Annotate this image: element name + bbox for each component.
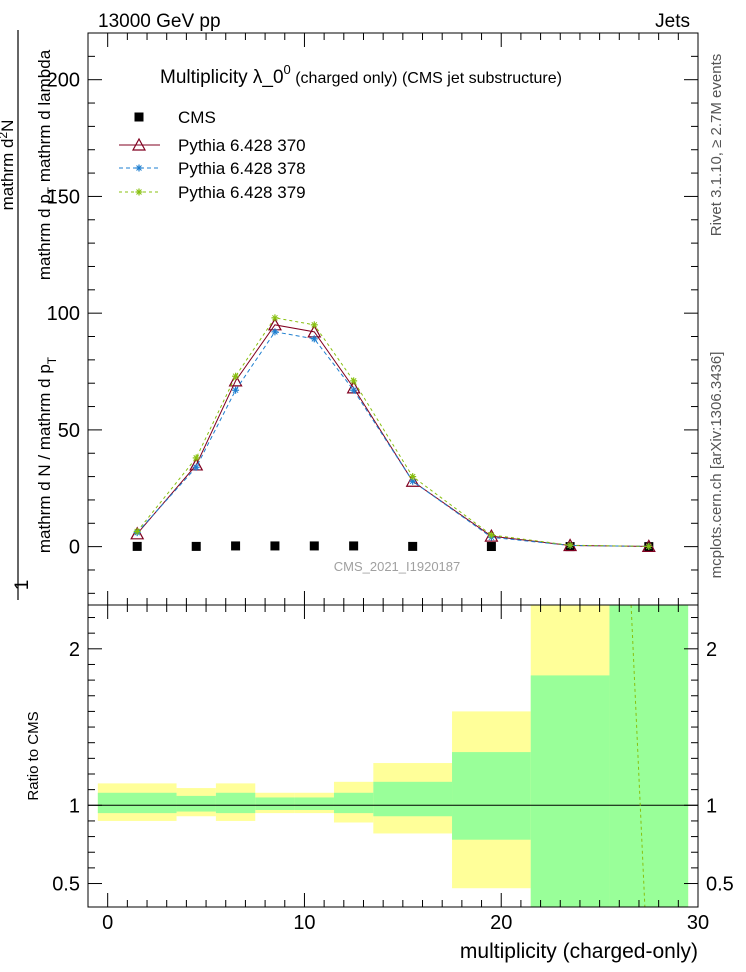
series-line bbox=[136, 317, 649, 547]
star-point bbox=[271, 314, 279, 322]
star-point bbox=[566, 541, 574, 549]
star-point bbox=[310, 321, 318, 329]
y-label-one: 1 bbox=[12, 580, 33, 591]
cms-data-point bbox=[349, 541, 359, 551]
legend-marker bbox=[131, 137, 147, 151]
ratio-y-tick-label-right: 0.5 bbox=[706, 874, 734, 896]
series-dotted-star bbox=[133, 314, 653, 550]
ratio-inner-band bbox=[373, 781, 453, 817]
star-point bbox=[409, 473, 417, 481]
star-point bbox=[350, 377, 358, 385]
y-label-denominator-right: mathrm d pT mathrm d lambda bbox=[35, 49, 59, 280]
star-point bbox=[310, 335, 318, 343]
legend-item: CMS bbox=[134, 108, 216, 127]
legend-item: Pythia 6.428 370 bbox=[119, 136, 306, 155]
legend: CMS Pythia 6.428 370 Pythia 6.428 378 Pythi… bbox=[119, 108, 306, 202]
watermark: CMS_2021_I1920187 bbox=[334, 559, 461, 574]
y-tick-label: 150 bbox=[47, 186, 80, 208]
star-point bbox=[232, 372, 240, 380]
triangle-point bbox=[228, 373, 243, 387]
chart-title: Multiplicity λ_00 (charged only) (CMS je… bbox=[160, 62, 562, 88]
cms-data-point bbox=[191, 541, 201, 551]
ratio-frame bbox=[87, 604, 699, 908]
legend-label: Pythia 6.428 370 bbox=[178, 136, 306, 155]
legend-item: Pythia 6.428 379 bbox=[119, 183, 306, 202]
ratio-y-tick-label-right: 2 bbox=[706, 639, 717, 661]
rivet-label: Rivet 3.1.10, ≥ 2.7M events bbox=[708, 54, 725, 237]
x-axis-label: multiplicity (charged-only) bbox=[460, 940, 698, 963]
ratio-inner-band bbox=[530, 675, 610, 907]
y-label-denominator: mathrm d N / mathrm d pT bbox=[35, 356, 59, 553]
star-point bbox=[271, 328, 279, 336]
series-solid-triangle bbox=[130, 317, 656, 552]
triangle-point bbox=[130, 526, 145, 540]
cms-data-point bbox=[408, 541, 418, 551]
ratio-y-tick-label: 1 bbox=[69, 795, 80, 817]
ratio-y-axis-label: Ratio to CMS bbox=[25, 711, 42, 800]
legend-label: CMS bbox=[178, 108, 216, 127]
legend-marker bbox=[134, 112, 144, 122]
cms-data-point bbox=[309, 541, 319, 551]
x-tick-label: 30 bbox=[687, 912, 709, 934]
legend-marker bbox=[135, 188, 143, 196]
star-point bbox=[133, 527, 141, 535]
ratio-inner-band bbox=[609, 605, 689, 907]
x-tick-label: 20 bbox=[490, 912, 512, 934]
x-tick-label: 0 bbox=[102, 912, 113, 934]
ratio-inner-band bbox=[333, 792, 374, 814]
ratio-inner-band bbox=[97, 792, 177, 814]
ratio-inner-band bbox=[176, 795, 216, 812]
series-line bbox=[136, 324, 649, 547]
ratio-inner-band bbox=[215, 792, 256, 814]
y-label-numerator: mathrm d2N bbox=[0, 120, 17, 211]
star-point bbox=[192, 454, 200, 462]
ratio-y-tick-label-right: 1 bbox=[706, 795, 717, 817]
legend-marker bbox=[135, 164, 143, 172]
main-panel: 0 50 100 150 200 Multiplicity λ_00 (charged o… bbox=[0, 30, 699, 606]
cms-data-point bbox=[231, 541, 241, 551]
energy-label: 13000 GeV pp bbox=[98, 11, 221, 32]
y-tick-label: 0 bbox=[69, 537, 80, 559]
mcplots-label: mcplots.cern.ch [arXiv:1306.3436] bbox=[708, 352, 725, 579]
cms-data-point bbox=[132, 541, 142, 551]
ratio-series-line bbox=[630, 604, 646, 908]
process-label: Jets bbox=[655, 11, 690, 32]
series-line bbox=[136, 331, 649, 547]
y-tick-label: 50 bbox=[58, 420, 80, 442]
y-axis-label: 1 mathrm d N / mathrm d pT mathrm d2N mathr… bbox=[0, 30, 59, 600]
star-point bbox=[232, 386, 240, 394]
x-tick-label: 10 bbox=[293, 912, 315, 934]
ratio-inner-band bbox=[294, 797, 334, 810]
y-tick-label: 200 bbox=[47, 70, 80, 92]
series-dashed-star bbox=[133, 328, 653, 550]
legend-label: Pythia 6.428 379 bbox=[178, 183, 306, 202]
ratio-y-tick-label: 0.5 bbox=[52, 874, 80, 896]
legend-label: Pythia 6.428 378 bbox=[178, 159, 306, 178]
star-point bbox=[350, 386, 358, 394]
cms-data-point bbox=[486, 542, 496, 552]
y-tick-label: 100 bbox=[47, 303, 80, 325]
ratio-inner-band bbox=[452, 752, 531, 840]
star-point bbox=[645, 542, 653, 550]
ratio-y-tick-label: 2 bbox=[69, 639, 80, 661]
cms-data-point bbox=[270, 541, 280, 551]
legend-item: Pythia 6.428 378 bbox=[119, 159, 306, 178]
ratio-inner-band bbox=[255, 797, 295, 810]
star-point bbox=[487, 531, 495, 539]
star-point bbox=[192, 463, 200, 471]
